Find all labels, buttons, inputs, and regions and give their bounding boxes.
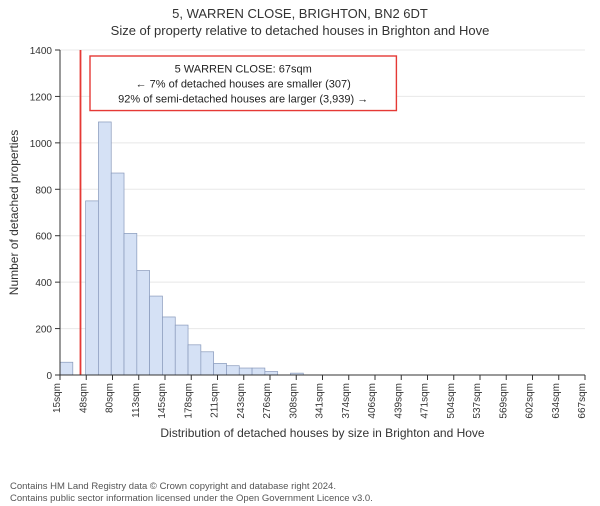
histogram-bar (124, 233, 137, 375)
histogram-bar (86, 201, 99, 375)
histogram-bar (252, 368, 265, 375)
annotation-line: 92% of semi-detached houses are larger (… (118, 93, 368, 105)
subtitle: Size of property relative to detached ho… (0, 23, 600, 38)
x-tick-label: 374sqm (341, 383, 352, 419)
x-tick-label: 341sqm (315, 383, 326, 419)
histogram-bar (162, 317, 175, 375)
histogram-bar (239, 368, 252, 375)
y-tick-label: 1000 (30, 139, 53, 150)
x-tick-label: 15sqm (52, 383, 63, 413)
histogram-bar (137, 271, 150, 375)
x-tick-label: 471sqm (420, 383, 431, 419)
x-tick-label: 602sqm (525, 383, 536, 419)
histogram-bar (214, 363, 227, 375)
y-tick-label: 200 (35, 325, 52, 336)
address-title: 5, WARREN CLOSE, BRIGHTON, BN2 6DT (0, 6, 600, 21)
x-tick-label: 406sqm (367, 383, 378, 419)
x-tick-label: 537sqm (472, 383, 483, 419)
x-tick-label: 308sqm (288, 383, 299, 419)
histogram-bar (150, 296, 163, 375)
y-tick-label: 800 (35, 185, 52, 196)
footer-line-1: Contains HM Land Registry data © Crown c… (10, 481, 373, 493)
histogram-bar (265, 372, 278, 375)
x-tick-label: 178sqm (183, 383, 194, 419)
annotation-line: ← 7% of detached houses are smaller (307… (136, 78, 351, 90)
annotation-line: 5 WARREN CLOSE: 67sqm (175, 64, 312, 76)
y-tick-label: 0 (46, 371, 52, 382)
y-axis-label: Number of detached properties (7, 130, 21, 295)
x-tick-label: 243sqm (236, 383, 247, 419)
histogram-bar (226, 366, 239, 375)
footer-attribution: Contains HM Land Registry data © Crown c… (10, 481, 373, 505)
histogram-bar (98, 122, 111, 375)
y-tick-label: 1400 (30, 46, 53, 57)
footer-line-2: Contains public sector information licen… (10, 493, 373, 505)
x-tick-label: 504sqm (446, 383, 457, 419)
x-tick-label: 276sqm (262, 383, 273, 419)
x-tick-label: 569sqm (498, 383, 509, 419)
y-tick-label: 1200 (30, 92, 53, 103)
histogram-chart: 0 200 400 600 800 1000 1200 1400 15sqm 48sqm 80sqm… (0, 40, 600, 460)
x-tick-label: 113sqm (131, 383, 142, 418)
x-tick-label: 667sqm (577, 383, 588, 419)
x-tick-label: 145sqm (157, 383, 168, 419)
histogram-bar (175, 325, 188, 375)
x-tick-label: 439sqm (393, 383, 404, 419)
y-tick-label: 400 (35, 278, 52, 289)
histogram-bar (111, 173, 124, 375)
x-axis-label: Distribution of detached houses by size … (160, 426, 485, 440)
histogram-bar (188, 345, 201, 375)
x-tick-label: 80sqm (105, 383, 116, 413)
histogram-bar (201, 352, 214, 375)
histogram-bar (60, 362, 73, 375)
x-tick-label: 48sqm (78, 383, 89, 413)
y-tick-label: 600 (35, 232, 52, 243)
x-tick-label: 211sqm (210, 383, 221, 418)
x-tick-label: 634sqm (551, 383, 562, 419)
